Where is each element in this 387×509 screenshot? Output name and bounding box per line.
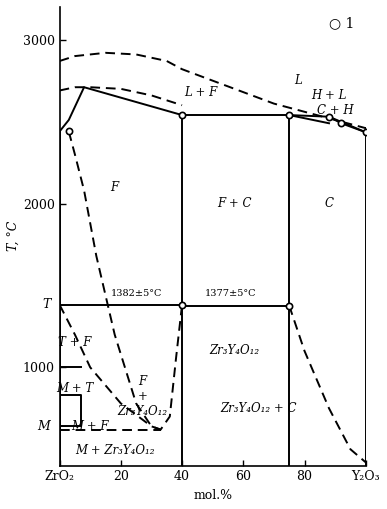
Y-axis label: T, °C: T, °C [7, 221, 20, 251]
Text: H + L: H + L [311, 89, 347, 102]
Text: C + H: C + H [317, 104, 353, 117]
Text: 1377±5°C: 1377±5°C [205, 289, 257, 298]
Text: F: F [111, 181, 119, 193]
Text: F + C: F + C [217, 197, 251, 210]
Text: M: M [38, 420, 50, 433]
Text: L: L [295, 74, 302, 87]
Text: Zr₃Y₄O₁₂ + C: Zr₃Y₄O₁₂ + C [220, 402, 297, 415]
Text: T: T [42, 298, 50, 312]
Text: L + F: L + F [184, 86, 217, 99]
Text: Zr₃Y₄O₁₂: Zr₃Y₄O₁₂ [209, 345, 259, 357]
Text: 1382±5°C: 1382±5°C [110, 289, 162, 298]
Text: C: C [325, 197, 334, 210]
Text: M + F: M + F [72, 420, 109, 433]
Text: M + T: M + T [56, 382, 94, 395]
Text: T + F: T + F [58, 336, 92, 349]
Text: M + Zr₃Y₄O₁₂: M + Zr₃Y₄O₁₂ [75, 444, 154, 458]
X-axis label: mol.%: mol.% [193, 489, 232, 502]
Text: ○ 1: ○ 1 [329, 16, 354, 31]
Text: F
+
Zr₃Y₄O₁₂: F + Zr₃Y₄O₁₂ [117, 375, 167, 418]
